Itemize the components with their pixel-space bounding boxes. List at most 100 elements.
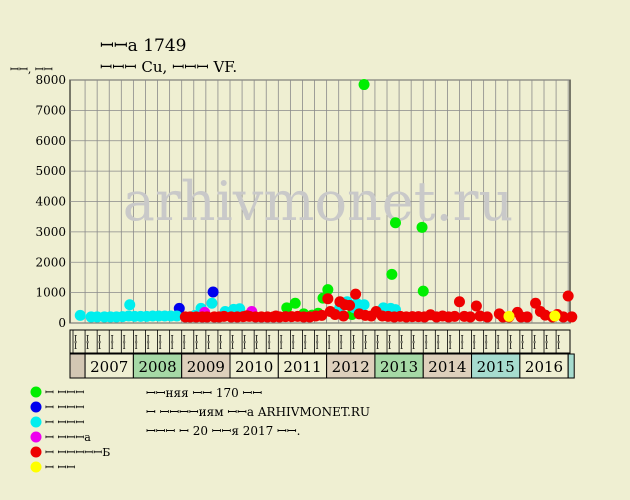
data-point bbox=[389, 217, 401, 229]
watermark: arhivmonet.ru bbox=[123, 170, 513, 233]
data-point bbox=[322, 284, 334, 296]
data-point bbox=[449, 310, 461, 322]
year-cell bbox=[277, 353, 328, 379]
x-tick-label: ꟷꟷ bbox=[193, 335, 203, 350]
year-cell bbox=[181, 353, 231, 379]
data-point bbox=[464, 311, 476, 323]
year-label: 2014 bbox=[428, 358, 466, 376]
year-label: 2016 bbox=[525, 358, 563, 376]
data-point bbox=[481, 311, 493, 323]
legend-label: ꟷ ꟷꟷꟷа bbox=[45, 431, 91, 444]
y-tick-label: 6000 bbox=[35, 134, 66, 148]
data-point bbox=[241, 310, 253, 322]
year-label: 2009 bbox=[187, 358, 225, 376]
x-tick-label: ꟷꟷ bbox=[531, 335, 541, 350]
year-cell bbox=[326, 353, 376, 379]
data-point bbox=[416, 221, 428, 233]
x-tick-label: ꟷꟷ bbox=[362, 335, 372, 350]
x-tick-label: ꟷꟷ bbox=[543, 335, 553, 350]
x-tick-label: ꟷꟷ bbox=[410, 335, 420, 350]
x-tick-label: ꟷꟷ bbox=[96, 335, 106, 350]
page-subtitle: ꟷꟷꟷ Cu, ꟷꟷꟷ VF. bbox=[100, 58, 238, 76]
year-label: 2015 bbox=[477, 358, 515, 376]
legend-marker bbox=[30, 446, 42, 458]
legend-marker bbox=[30, 386, 42, 398]
legend-label: ꟷ ꟷꟷꟷ bbox=[45, 386, 84, 399]
y-tick-label: 0 bbox=[58, 316, 66, 330]
x-tick-label: ꟷꟷ bbox=[84, 335, 94, 350]
data-point bbox=[386, 268, 398, 280]
x-tick-label: ꟷꟷ bbox=[145, 335, 155, 350]
footer-line-2: ꟷ ꟷꟷꟷꟷиям ꟷꟷа ARHIVMONET.RU bbox=[146, 405, 371, 419]
data-point bbox=[289, 297, 301, 309]
x-tick-label: ꟷꟷ bbox=[434, 335, 444, 350]
x-tick-label: ꟷꟷ bbox=[471, 335, 481, 350]
legend-label: ꟷ ꟷꟷꟷꟷꟷБ bbox=[45, 446, 110, 459]
year-label: 2012 bbox=[332, 358, 370, 376]
x-tick-label: ꟷꟷ bbox=[205, 335, 215, 350]
data-point bbox=[470, 300, 482, 312]
x-tick-label: ꟷꟷ bbox=[72, 335, 82, 350]
x-tick-label: ꟷꟷ bbox=[157, 335, 167, 350]
data-point bbox=[358, 299, 370, 311]
data-point bbox=[562, 290, 574, 302]
data-point bbox=[207, 286, 219, 298]
data-point bbox=[344, 299, 356, 311]
x-tick-label: ꟷꟷ bbox=[120, 335, 130, 350]
x-tick-label: ꟷꟷ bbox=[350, 335, 360, 350]
legend-marker bbox=[30, 401, 42, 413]
year-label: 2010 bbox=[235, 358, 273, 376]
data-point bbox=[417, 285, 429, 297]
x-tick-label: ꟷꟷ bbox=[519, 335, 529, 350]
quarter-row bbox=[69, 329, 571, 354]
x-tick-label: ꟷꟷ bbox=[241, 335, 251, 350]
data-point bbox=[322, 293, 334, 305]
y-tick-label: 1000 bbox=[35, 286, 66, 300]
x-tick-label: ꟷꟷ bbox=[302, 335, 312, 350]
year-label: 2013 bbox=[380, 358, 418, 376]
data-point bbox=[329, 308, 341, 320]
x-tick-label: ꟷꟷ bbox=[289, 335, 299, 350]
data-point bbox=[316, 309, 328, 321]
x-tick-label: ꟷꟷ bbox=[277, 335, 287, 350]
data-point bbox=[206, 297, 218, 309]
footer-line-3: ꟷꟷꟷ ꟷ 20 ꟷꟷя 2017 ꟷꟷ. bbox=[146, 424, 301, 438]
data-point bbox=[74, 309, 86, 321]
data-point bbox=[338, 310, 350, 322]
data-point bbox=[530, 297, 542, 309]
x-tick-label: ꟷꟷ bbox=[507, 335, 517, 350]
y-tick-label: 3000 bbox=[35, 225, 66, 239]
legend-marker bbox=[30, 431, 42, 443]
data-point bbox=[350, 288, 362, 300]
x-tick-label: ꟷꟷ bbox=[422, 335, 432, 350]
x-tick-label: ꟷꟷ bbox=[446, 335, 456, 350]
y-tick-label: 7000 bbox=[35, 103, 66, 117]
y-tick-label: 8000 bbox=[35, 73, 66, 87]
year-cell bbox=[422, 353, 473, 379]
legend-label: ꟷ ꟷꟷ bbox=[45, 461, 75, 474]
y-tick-label: 2000 bbox=[35, 255, 66, 269]
x-tick-label: ꟷꟷ bbox=[132, 335, 142, 350]
year-cell bbox=[471, 353, 521, 379]
year-label: 2008 bbox=[138, 358, 176, 376]
footer-info: ꟷꟷняя ꟷꟷ 170 ꟷꟷ ꟷ ꟷꟷꟷꟷиям ꟷꟷа ARHIVMONET… bbox=[146, 384, 370, 441]
x-tick-label: ꟷꟷ bbox=[314, 335, 324, 350]
data-point bbox=[358, 79, 370, 91]
year-label: 2011 bbox=[283, 358, 321, 376]
x-tick-label: ꟷꟷ bbox=[374, 335, 384, 350]
x-tick-label: ꟷꟷ bbox=[386, 335, 396, 350]
x-tick-label: ꟷꟷ bbox=[108, 335, 118, 350]
y-tick-label: 5000 bbox=[35, 164, 66, 178]
footer-line-1: ꟷꟷняя ꟷꟷ 170 ꟷꟷ bbox=[146, 386, 263, 400]
data-point bbox=[270, 310, 282, 322]
data-point bbox=[549, 310, 561, 322]
x-tick-label: ꟷꟷ bbox=[253, 335, 263, 350]
legend-label: ꟷ ꟷꟷꟷ bbox=[45, 401, 84, 414]
x-tick-label: ꟷꟷ bbox=[265, 335, 275, 350]
data-point bbox=[171, 310, 183, 322]
data-point bbox=[557, 311, 569, 323]
year-cell bbox=[84, 353, 134, 379]
y-axis-unit: ꟷꟷ, ꟷꟷ bbox=[10, 63, 53, 76]
x-tick-label: ꟷꟷ bbox=[229, 335, 239, 350]
